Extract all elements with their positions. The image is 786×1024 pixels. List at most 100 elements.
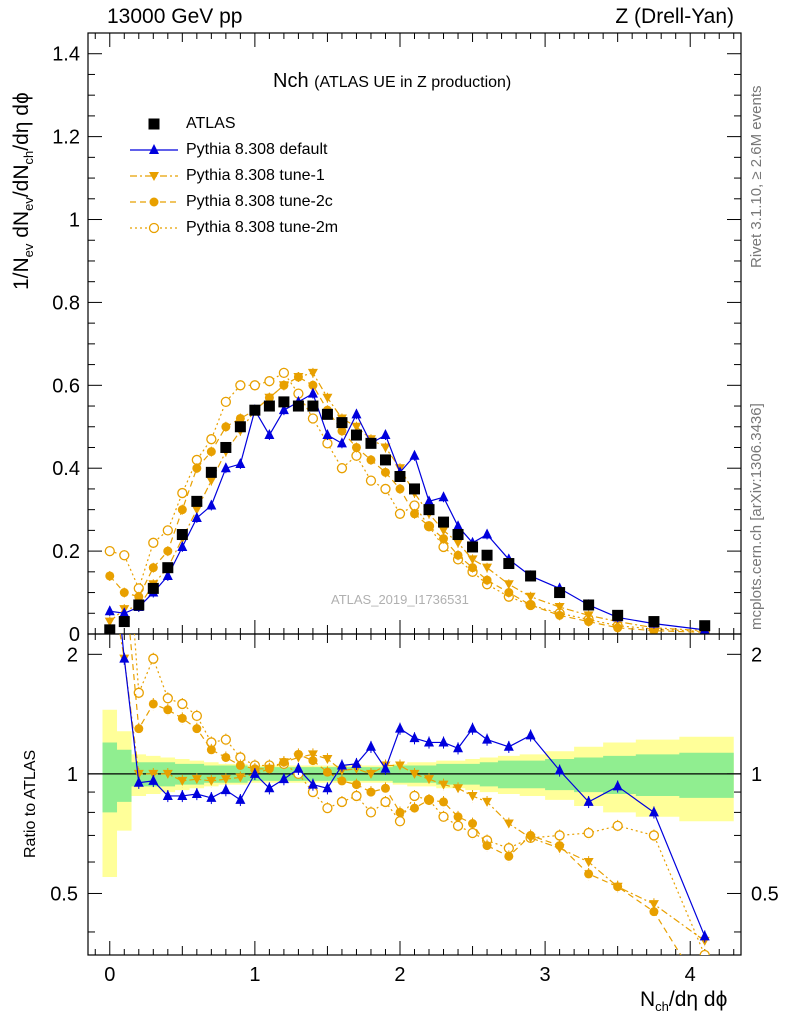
marker-1 [699, 930, 710, 941]
y-axis-label: 1/Nev dNev/dNch/dη dϕ [10, 92, 37, 290]
series-line-3 [129, 634, 682, 955]
marker-3 [163, 705, 173, 715]
marker-1 [453, 520, 464, 531]
marker-2 [380, 443, 391, 453]
marker-4 [583, 827, 594, 839]
marker-1 [220, 462, 231, 473]
marker-0 [249, 404, 261, 416]
legend-marker [149, 144, 159, 154]
marker-1 [365, 740, 376, 751]
marker-4 [120, 492, 129, 501]
marker-3 [192, 463, 202, 473]
marker-4 [191, 454, 202, 466]
marker-1 [148, 774, 159, 785]
marker-3 [206, 447, 216, 457]
marker-3 [177, 505, 187, 515]
series-line-2 [109, 372, 705, 632]
marker-4 [380, 796, 391, 808]
marker-2 [503, 819, 514, 829]
marker-4 [409, 790, 420, 802]
marker-1 [467, 722, 478, 733]
marker-0 [278, 396, 290, 408]
plot-title-main: Nch [273, 70, 309, 92]
marker-4 [452, 820, 464, 831]
marker-2 [482, 563, 493, 573]
marker-3 [526, 600, 536, 610]
marker-0 [481, 549, 493, 561]
series-line-4 [109, 372, 705, 633]
marker-1 [307, 387, 318, 398]
marker-0 [503, 558, 515, 570]
marker-4 [133, 687, 144, 698]
marker-3 [192, 724, 202, 734]
marker-2 [264, 393, 275, 403]
x-tick-label: 4 [685, 964, 696, 986]
y-tick-label: 1 [69, 210, 80, 232]
marker-2 [177, 776, 188, 786]
marker-0 [220, 441, 232, 453]
marker-1 [104, 605, 115, 616]
marker-3 [395, 807, 405, 817]
marker-4 [162, 525, 173, 536]
marker-3 [221, 422, 231, 432]
marker-0 [147, 582, 159, 594]
marker-2 [220, 775, 231, 785]
marker-4 [351, 790, 362, 802]
marker-1 [380, 762, 391, 773]
marker-2 [583, 611, 594, 621]
y-tick-label: 0.6 [52, 375, 80, 397]
marker-1 [249, 767, 260, 778]
marker-1 [554, 764, 565, 775]
marker-4 [648, 830, 660, 841]
marker-2 [148, 769, 159, 779]
marker-4 [264, 376, 275, 387]
marker-2 [503, 580, 514, 590]
marker-4 [336, 463, 348, 474]
ratio-tick-label: 2 [67, 644, 78, 666]
marker-3 [468, 819, 478, 829]
marker-0 [133, 599, 145, 611]
marker-4 [191, 710, 202, 721]
marker-0 [467, 541, 479, 553]
marker-0 [307, 400, 319, 412]
marker-1 [162, 789, 173, 800]
marker-3 [424, 795, 434, 805]
marker-2 [612, 882, 623, 892]
ratio-band-inner [102, 742, 734, 813]
marker-2 [278, 381, 289, 391]
marker-1 [438, 491, 449, 502]
ratio-panel: 0 1 2 3 4 0.5 0.5 1 1 2 2 [50, 492, 779, 986]
marker-2 [554, 844, 565, 854]
series-line-1 [121, 634, 706, 937]
marker-2 [191, 505, 202, 515]
marker-1 [424, 495, 435, 506]
legend-label-default: Pythia 8.308 default [186, 141, 328, 158]
marker-0 [394, 470, 406, 482]
legend-marker [149, 172, 159, 181]
marker-0 [423, 504, 435, 516]
legend-marker [148, 118, 160, 130]
marker-2 [453, 784, 464, 794]
marker-0 [205, 466, 217, 478]
marker-3 [504, 851, 514, 861]
marker-1 [503, 740, 514, 751]
marker-1 [293, 762, 304, 773]
marker-0 [191, 495, 203, 507]
marker-1 [206, 791, 217, 802]
marker-3 [482, 841, 492, 851]
marker-3 [504, 588, 514, 598]
marker-2 [453, 538, 464, 548]
legend-label-tune2c: Pythia 8.308 tune-2c [186, 193, 333, 210]
marker-3 [322, 767, 332, 777]
marker-3 [134, 592, 144, 602]
marker-4 [206, 434, 217, 445]
marker-0 [409, 483, 420, 495]
marker-3 [453, 812, 463, 822]
x-tick-label: 0 [104, 964, 115, 986]
marker-3 [649, 907, 659, 917]
marker-1 [278, 404, 289, 415]
marker-3 [366, 455, 376, 465]
marker-4 [220, 396, 232, 408]
y-tick-label: 0.4 [52, 458, 80, 480]
